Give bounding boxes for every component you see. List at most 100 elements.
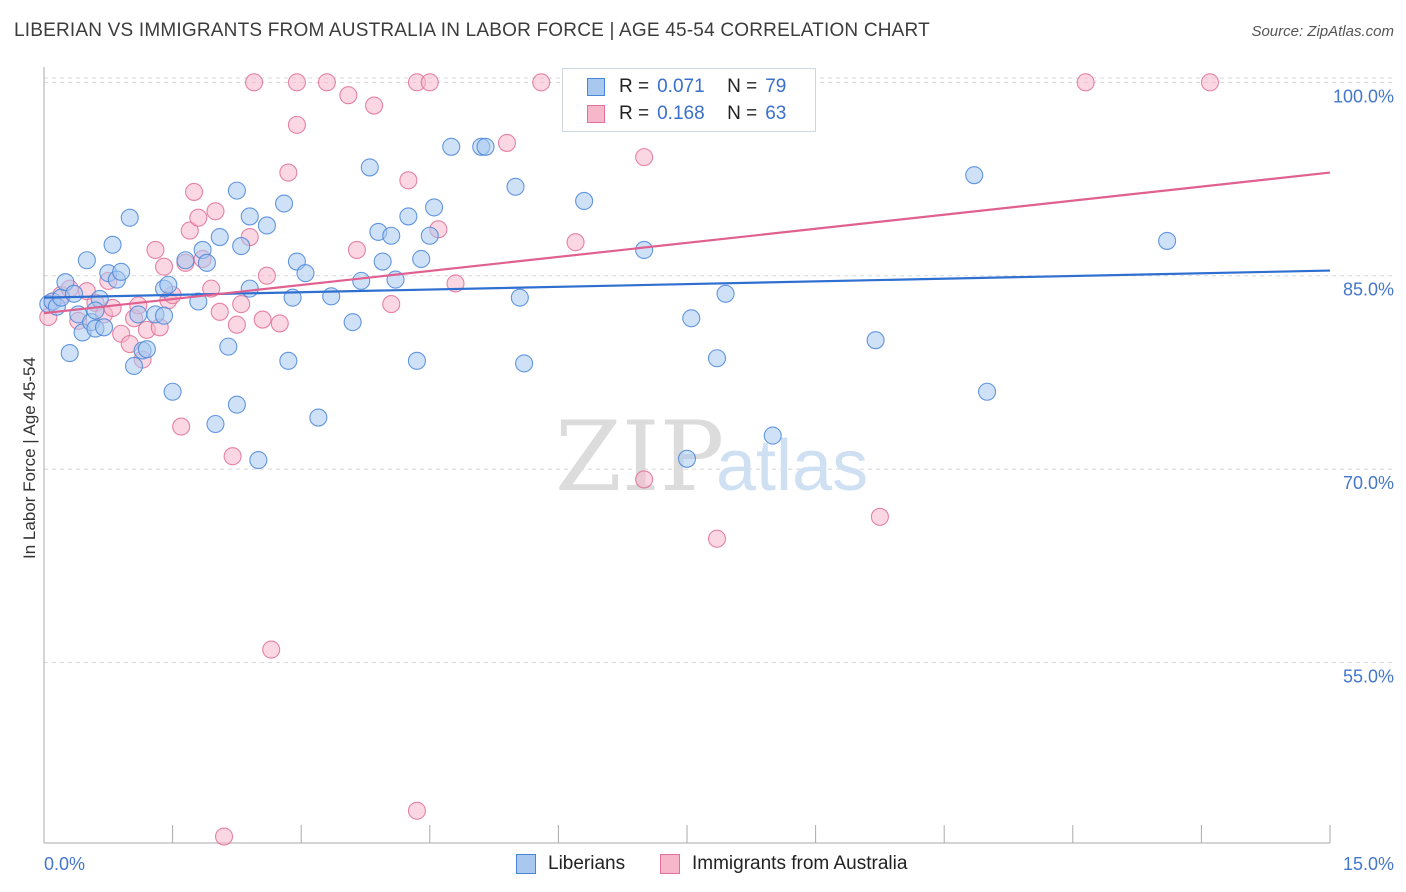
legend-swatch-immigrants	[660, 854, 680, 874]
watermark-atlas: atlas	[716, 426, 868, 506]
scatter-point	[210, 302, 229, 321]
scatter-point	[206, 414, 225, 434]
trend-line-liberians	[43, 269, 1331, 299]
scatter-point	[154, 306, 174, 325]
scatter-point	[94, 318, 114, 337]
trend-line-immigrants	[43, 171, 1331, 315]
legend-n-label: N =	[727, 76, 758, 97]
scatter-point	[244, 73, 264, 92]
scatter-point	[707, 529, 727, 548]
scatter-point	[287, 73, 306, 92]
scatter-point	[202, 279, 221, 298]
bottom-legend-liberians[interactable]: Liberians	[516, 852, 625, 876]
scatter-point	[232, 237, 251, 256]
scatter-point	[1076, 73, 1095, 92]
bottom-legend-immigrants[interactable]: Immigrants from Australia	[660, 852, 907, 876]
legend-n-value: 63	[765, 103, 787, 124]
scatter-point	[129, 305, 148, 324]
scatter-point	[360, 158, 379, 177]
scatter-point	[399, 207, 418, 226]
scatter-point	[1158, 231, 1177, 250]
scatter-point	[163, 382, 182, 401]
scatter-point	[275, 194, 294, 213]
legend-swatch-blue	[587, 78, 605, 96]
y-axis-title: In Labor Force | Age 45-54	[20, 357, 39, 559]
y-tick-label: 85.0%	[1343, 280, 1394, 300]
trend-lines	[43, 171, 1331, 315]
scatter-point	[532, 73, 551, 92]
scatter-point	[262, 640, 281, 659]
scatter-point	[707, 349, 727, 368]
scatter-point	[978, 382, 997, 401]
legend-r-value: 0.168	[657, 103, 705, 124]
scatter-point	[137, 340, 156, 359]
scatter-point	[510, 288, 529, 307]
scatter-point	[227, 315, 246, 334]
scatter-point	[425, 198, 444, 217]
scatter-point	[420, 226, 439, 245]
scatter-point	[476, 137, 495, 156]
scatter-point	[399, 171, 418, 190]
scatter-point	[716, 284, 735, 303]
scatter-point	[682, 309, 701, 328]
scatter-point	[184, 182, 204, 201]
scatter-point	[223, 447, 242, 466]
scatter-point	[870, 507, 889, 526]
legend-row-immigrants: R = 0.168 N = 63	[587, 101, 786, 127]
scatter-point	[189, 208, 208, 227]
scatter-point	[382, 226, 401, 245]
watermark-zip: ZIP	[555, 401, 724, 513]
scatter-point	[257, 216, 276, 235]
gridlines	[44, 77, 1392, 664]
scatter-point	[103, 235, 122, 254]
scatter-point	[120, 208, 139, 227]
scatter-point	[347, 240, 366, 259]
scatter-point	[270, 314, 289, 333]
scatter-point	[206, 202, 225, 221]
scatter-point	[446, 274, 465, 293]
scatter-point	[64, 284, 84, 303]
legend-n-value: 79	[765, 76, 787, 97]
scatter-point	[159, 275, 178, 294]
x-tick-label-max: 15.0%	[1343, 854, 1394, 874]
scatter-point	[373, 252, 392, 271]
y-tick-label: 100.0%	[1333, 86, 1394, 106]
legend-r-label: R =	[619, 76, 650, 97]
scatter-point	[407, 801, 426, 820]
scatter-point	[257, 266, 276, 285]
scatter-point	[442, 137, 461, 156]
scatter-point	[566, 233, 585, 252]
scatter-point	[382, 295, 401, 314]
scatter-point	[575, 191, 594, 211]
scatter-point	[227, 395, 246, 414]
correlation-legend: R = 0.071 N = 79 R = 0.168 N = 63	[562, 68, 816, 132]
scatter-point	[506, 177, 525, 196]
source-label: Source: ZipAtlas.com	[1251, 23, 1394, 40]
chart-title: LIBERIAN VS IMMIGRANTS FROM AUSTRALIA IN…	[14, 20, 930, 41]
axes	[43, 67, 1331, 844]
scatter-point	[279, 163, 298, 182]
x-tick-labels: 0.0% 15.0%	[44, 854, 1394, 874]
scatter-point	[965, 166, 984, 185]
scatter-point	[180, 221, 199, 240]
scatter-point	[365, 96, 384, 115]
scatter-point	[497, 133, 517, 152]
y-tick-labels: 100.0% 85.0% 70.0% 55.0%	[1333, 86, 1394, 686]
scatter-point	[146, 240, 165, 259]
scatter-point	[317, 73, 336, 92]
scatter-point	[352, 271, 371, 290]
scatter-point	[866, 331, 885, 350]
scatter-point	[296, 264, 315, 283]
scatter-point	[214, 827, 234, 846]
legend-n-label: N =	[727, 103, 758, 124]
scatter-point	[677, 449, 697, 468]
series-liberians	[39, 137, 1177, 470]
scatter-point	[227, 181, 246, 200]
legend-label-liberians: Liberians	[548, 853, 626, 874]
scatter-point	[240, 279, 259, 298]
scatter-point	[420, 73, 439, 92]
scatter-point	[635, 240, 654, 259]
legend-row-liberians: R = 0.071 N = 79	[587, 74, 786, 100]
watermark: ZIP atlas	[555, 401, 868, 513]
